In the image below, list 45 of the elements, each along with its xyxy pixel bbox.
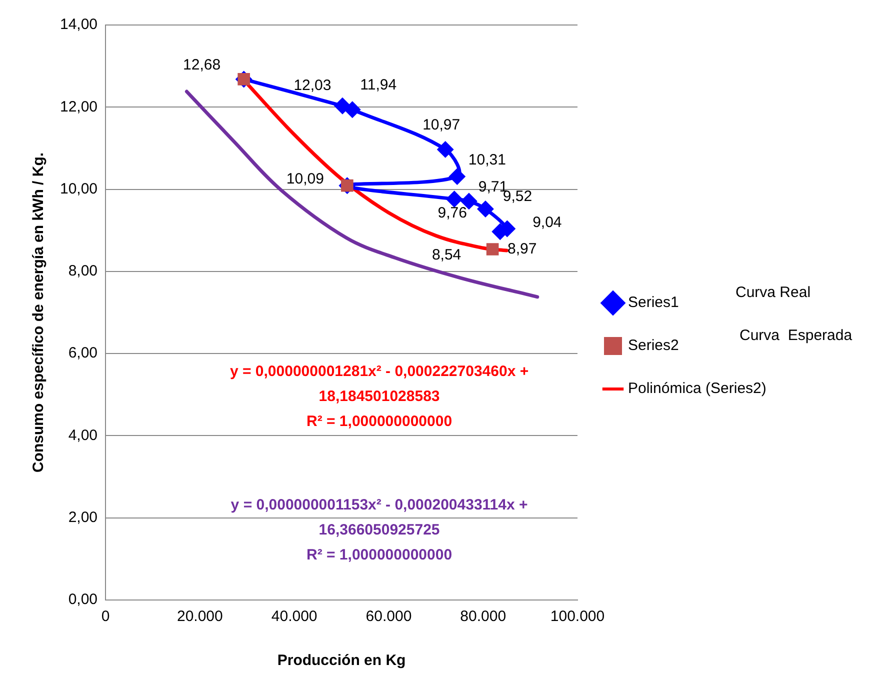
x-axis-title: Producción en Kg [277, 652, 406, 670]
y-tick-label: 14,00 [60, 16, 98, 34]
data-label: 8,54 [432, 246, 462, 264]
data-label: 10,97 [422, 116, 460, 134]
point [461, 193, 477, 209]
y-axis-title: Consumo específico de energía en kWh / Kg. [30, 152, 48, 473]
legend-label: Polinómica (Series2) [628, 380, 766, 398]
data-label: 9,76 [438, 204, 467, 222]
y-tick-label: 8,00 [68, 262, 98, 280]
x-tick-label: 20.000 [176, 608, 223, 626]
data-label: 9,04 [532, 214, 562, 231]
y-tick-label: 4,00 [68, 426, 98, 444]
text: Curva Esperada [740, 327, 853, 344]
y-tick-label: 12,00 [60, 98, 98, 116]
data-label: 8,97 [507, 240, 537, 258]
x-tick-label: 100.000 [550, 608, 605, 626]
annotation: R² = 1,000000000000 [306, 546, 452, 564]
annotation: 18,184501028583 [318, 388, 440, 406]
point [344, 102, 360, 118]
point [478, 201, 494, 217]
y-tick-label: 2,00 [68, 509, 98, 526]
data-label: 11,94 [360, 76, 397, 94]
annotation: 16,366050925725 [318, 522, 440, 539]
x-tick-label: 60.000 [366, 608, 412, 626]
point [449, 168, 465, 184]
point [438, 142, 454, 158]
legend-label: Series1 [628, 294, 679, 312]
x-tick-label: 0 [101, 608, 110, 626]
text: Curva Real [736, 284, 811, 302]
annotation: R² = 1,000000000000 [306, 413, 452, 430]
y-tick-label: 10,00 [60, 180, 98, 198]
x-tick-label: 40.000 [271, 608, 318, 626]
data-label: 12,03 [294, 77, 332, 94]
point [446, 191, 462, 207]
y-tick-label: 0,00 [68, 591, 98, 608]
data-label: 10,31 [468, 152, 506, 169]
annotation: y = 0,000000001153x² - 0,000200433114x + [230, 496, 528, 514]
x-tick-label: 80.000 [460, 608, 506, 626]
point [334, 98, 350, 114]
data-label: 12,68 [183, 56, 221, 74]
legend-label: Series2 [628, 337, 679, 354]
data-label: 10,09 [286, 170, 324, 188]
annotation: y = 0,000000001281x² - 0,000222703460x + [230, 363, 529, 380]
point [486, 243, 499, 256]
y-tick-label: 6,00 [68, 344, 98, 362]
